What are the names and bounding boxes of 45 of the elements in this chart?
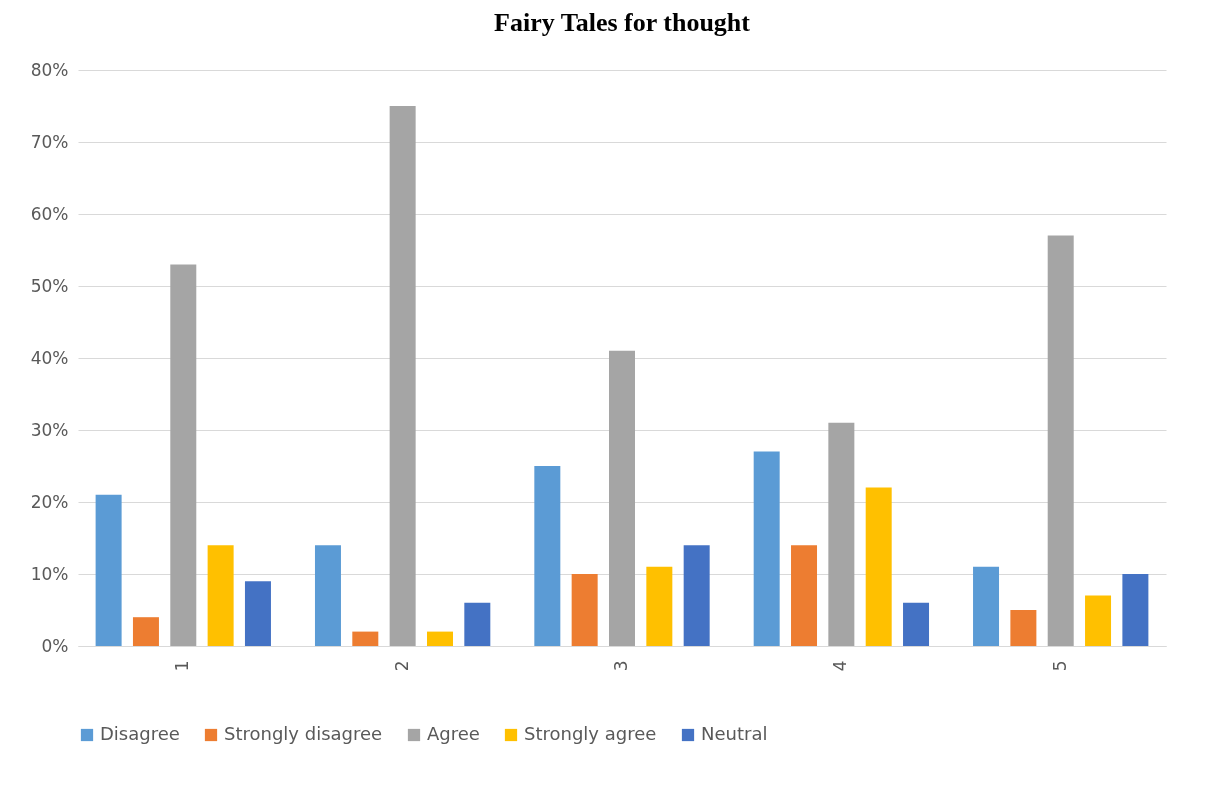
y-tick-label: 50% — [30, 275, 69, 296]
bar — [1047, 235, 1074, 646]
legend-label: Strongly agree — [524, 723, 657, 744]
y-tick-label: 70% — [30, 131, 69, 152]
y-tick-label: 80% — [30, 59, 69, 80]
bar — [865, 487, 892, 646]
bar — [352, 631, 379, 646]
bar — [132, 617, 159, 646]
x-tick-label: 4 — [830, 660, 851, 672]
x-tick-label: 1 — [172, 660, 193, 672]
y-tick-label: 0% — [41, 635, 69, 656]
bar — [753, 451, 780, 646]
x-tick-label: 5 — [1049, 660, 1070, 672]
bar — [244, 581, 271, 646]
bar — [646, 566, 673, 646]
x-tick-label: 2 — [391, 660, 412, 672]
chart-title: Fairy Tales for thought — [494, 8, 751, 37]
bar — [903, 602, 930, 646]
y-tick-label: 40% — [30, 347, 69, 368]
bar — [170, 264, 197, 646]
y-tick-label: 30% — [30, 419, 69, 440]
bar — [314, 545, 341, 646]
bar — [609, 350, 635, 646]
bar — [534, 466, 561, 646]
bar — [1122, 574, 1149, 646]
legend-label: Disagree — [100, 723, 180, 744]
bar — [389, 106, 416, 646]
y-tick-label: 60% — [30, 203, 69, 224]
bar — [207, 545, 234, 646]
bar — [571, 574, 598, 646]
legend-label: Strongly disagree — [224, 723, 383, 744]
bar — [973, 566, 1000, 646]
y-tick-label: 10% — [30, 563, 69, 584]
bar — [791, 545, 818, 646]
bar — [1010, 610, 1037, 646]
bar — [828, 422, 855, 646]
bar — [426, 631, 453, 646]
x-tick-label: 3 — [611, 660, 631, 672]
y-tick-label: 20% — [30, 491, 69, 512]
bar — [464, 602, 491, 646]
bar — [95, 494, 122, 646]
legend-label: Neutral — [701, 723, 768, 744]
bar — [683, 545, 710, 646]
bar — [1085, 595, 1112, 646]
legend-label: Agree — [427, 723, 480, 744]
